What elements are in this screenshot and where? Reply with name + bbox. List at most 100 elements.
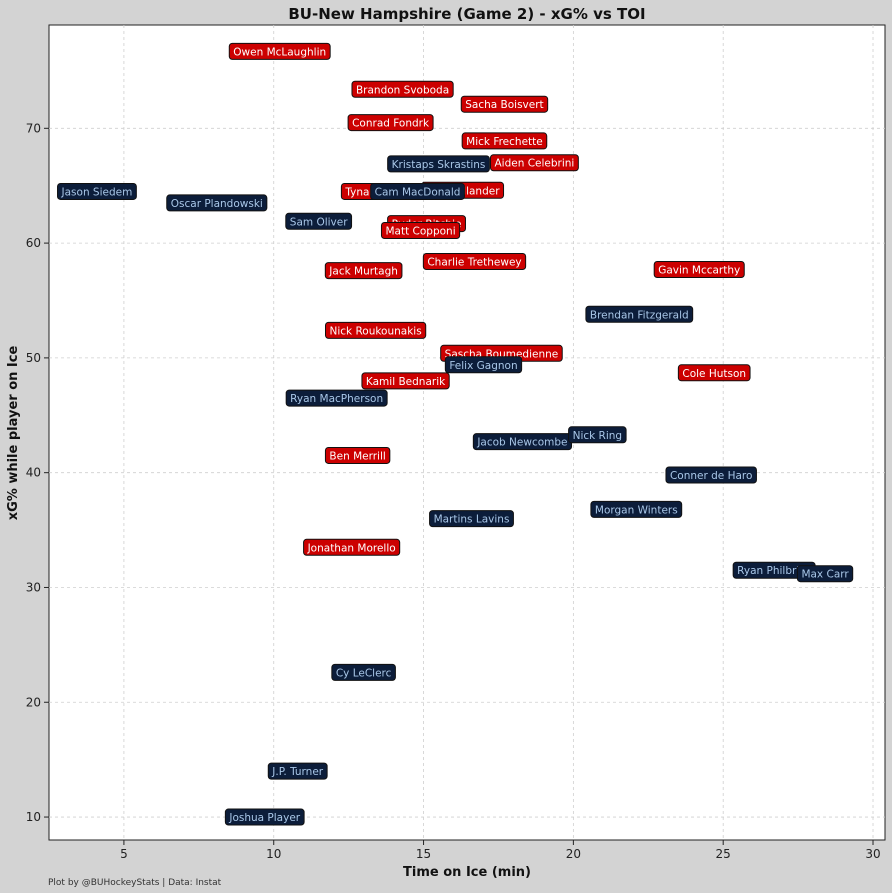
- y-tick-label: 30: [26, 580, 41, 594]
- player-point: Martins Lavins: [429, 510, 514, 528]
- player-label-box: [57, 182, 137, 200]
- player-point: Sam Oliver: [285, 212, 353, 230]
- player-label-box: [380, 221, 461, 239]
- x-tick-label: 20: [566, 847, 581, 861]
- player-name: Cole Hutson: [682, 368, 746, 380]
- player-name: J.P. Turner: [271, 766, 324, 778]
- player-name: Joshua Player: [228, 812, 300, 824]
- player-point: Cy LeClerc: [331, 663, 396, 681]
- player-name: Brendan Fitzgerald: [590, 309, 689, 321]
- player-label-box: [796, 565, 854, 583]
- player-label-box: [351, 80, 454, 98]
- player-point: Felix Gagnon: [444, 356, 523, 374]
- y-tick-label: 50: [26, 351, 41, 365]
- y-tick-label: 20: [26, 695, 41, 709]
- player-point: Joshua Player: [224, 808, 305, 826]
- player-point: Gavin Mccarthy: [653, 261, 745, 278]
- player-label-box: [665, 466, 757, 484]
- player-label-box: [324, 446, 391, 464]
- player-label-box: [585, 305, 694, 323]
- x-axis-label: Time on Ice (min): [403, 865, 531, 880]
- player-point: Ben Merrill: [324, 446, 391, 464]
- player-name: Cam MacDonald: [375, 186, 461, 198]
- player-name: Cy LeClerc: [336, 667, 392, 679]
- player-name: Oscar Plandowski: [171, 198, 263, 210]
- x-tick-label: 25: [716, 847, 731, 861]
- player-point: Conner de Haro: [665, 466, 757, 484]
- player-labels: Owen McLaughlin Brandon Svoboda Sacha Bois…: [57, 42, 854, 826]
- player-name: Conner de Haro: [670, 470, 752, 482]
- player-point: Owen McLaughlin: [228, 42, 331, 60]
- player-label-box: [444, 356, 523, 374]
- player-name: Morgan Winters: [595, 504, 678, 516]
- x-tick-label: 10: [266, 847, 281, 861]
- player-label-box: [677, 364, 751, 382]
- y-tick-label: 40: [26, 466, 41, 480]
- player-point: J.P. Turner: [267, 762, 328, 780]
- player-name: Ryan Philbrick: [737, 565, 812, 577]
- player-label-box: [361, 372, 450, 390]
- player-name: Sacha Boisvert: [465, 99, 543, 111]
- x-tick-label: 15: [416, 847, 431, 861]
- y-axis-label: xG% while player on Ice: [6, 346, 21, 521]
- player-name: Sam Oliver: [290, 216, 348, 228]
- player-name: Nick Roukounakis: [329, 325, 421, 337]
- x-tick-label: 30: [865, 847, 880, 861]
- y-tick-label: 70: [26, 121, 41, 135]
- player-label-box: [324, 262, 403, 280]
- player-point: Conrad Fondrk: [347, 114, 434, 132]
- player-name: Jason Siedem: [61, 186, 133, 198]
- player-point: Brandon Svoboda: [351, 80, 454, 98]
- player-name: Jack Murtagh: [328, 266, 398, 278]
- player-label-box: [489, 154, 579, 172]
- player-point: Cam MacDonald: [370, 182, 465, 200]
- player-name: Owen McLaughlin: [233, 46, 326, 58]
- player-name: Kristaps Skrastins: [392, 159, 486, 171]
- player-point: Cole Hutson: [677, 364, 751, 382]
- player-label-box: [370, 182, 465, 200]
- player-point: Jacob Newcombe: [472, 433, 573, 451]
- player-label-box: [285, 389, 388, 407]
- player-name: Mick Frechette: [466, 136, 543, 148]
- player-label-box: [303, 538, 401, 556]
- player-point: Jonathan Morello: [303, 538, 401, 556]
- player-name: Jacob Newcombe: [476, 437, 567, 449]
- player-point: Matt Copponi: [380, 221, 461, 239]
- player-point: Charlie Trethewey: [422, 252, 527, 270]
- player-name: Nick Ring: [573, 430, 623, 442]
- y-tick-label: 10: [26, 810, 41, 824]
- player-name: Ben Merrill: [329, 450, 385, 462]
- player-label-box: [324, 321, 427, 339]
- player-point: Ryan MacPherson: [285, 389, 388, 407]
- player-name: Jonathan Morello: [307, 542, 396, 554]
- player-point: Nick Roukounakis: [324, 321, 427, 339]
- player-label-box: [347, 114, 434, 132]
- player-name: Charlie Trethewey: [427, 256, 521, 268]
- player-point: Oscar Plandowski: [166, 194, 268, 212]
- player-point: Jason Siedem: [57, 182, 137, 200]
- player-label-box: [653, 261, 745, 278]
- player-label-box: [387, 155, 490, 173]
- player-point: Brendan Fitzgerald: [585, 305, 694, 323]
- chart-credit: Plot by @BUHockeyStats | Data: Instat: [48, 878, 222, 888]
- chart-title: BU-New Hampshire (Game 2) - xG% vs TOI: [288, 5, 645, 23]
- player-name: Matt Copponi: [385, 225, 455, 237]
- player-name: Conrad Fondrk: [352, 118, 430, 130]
- player-label-box: [166, 194, 268, 212]
- player-point: Jack Murtagh: [324, 262, 403, 280]
- series-bu: Owen McLaughlin Brandon Svoboda Sacha Bois…: [228, 42, 751, 556]
- player-label-box: [224, 808, 305, 826]
- y-tick-label: 60: [26, 236, 41, 250]
- player-name: Gavin Mccarthy: [658, 265, 740, 277]
- player-name: Aiden Celebrini: [494, 158, 574, 170]
- player-label-box: [429, 510, 514, 528]
- player-label-box: [422, 252, 527, 270]
- player-label-box: [267, 762, 328, 780]
- player-label-box: [285, 212, 353, 230]
- player-name: Brandon Svoboda: [356, 84, 449, 96]
- x-tick-label: 5: [120, 847, 128, 861]
- player-label-box: [331, 663, 396, 681]
- player-point: Mick Frechette: [461, 132, 548, 150]
- player-label-box: [461, 132, 548, 150]
